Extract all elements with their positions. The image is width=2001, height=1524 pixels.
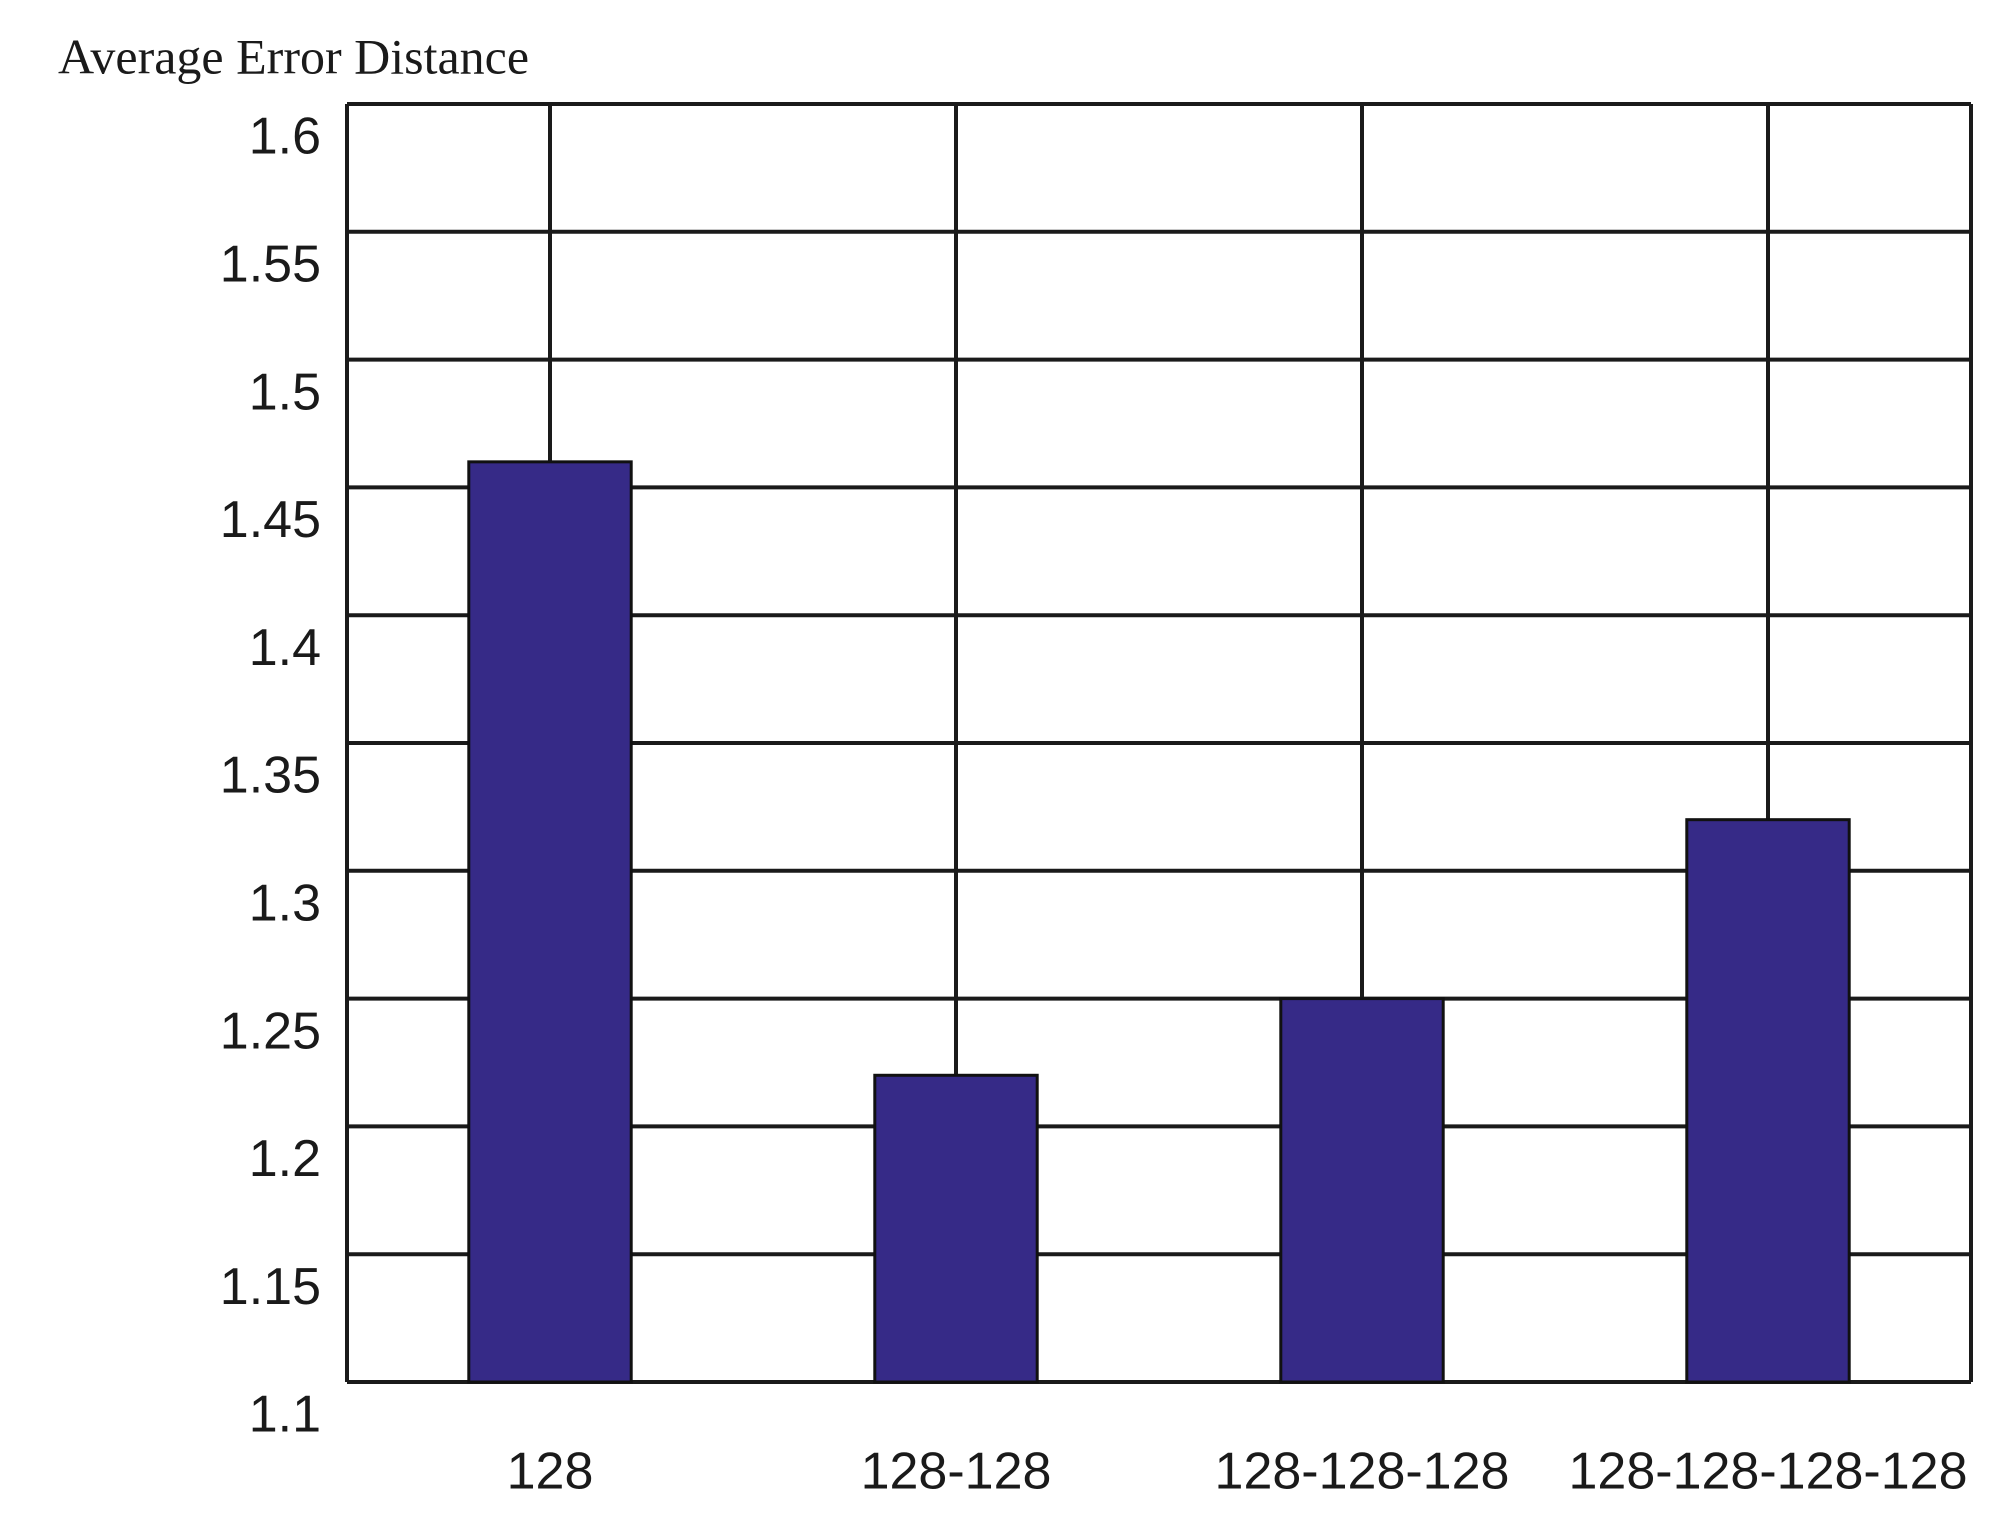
bar [467,460,633,1384]
x-tick-label: 128-128 [861,1443,1052,1501]
y-tick-label: 1.15 [220,1258,321,1316]
y-tick-label: 1.1 [249,1386,321,1444]
y-tick-label: 1.3 [249,875,321,933]
y-tick-label: 1.2 [249,1130,321,1188]
y-tick-label: 1.4 [249,619,321,677]
y-tick-label: 1.25 [220,1002,321,1060]
y-tick-label: 1.5 [249,363,321,421]
x-tick-label: 128-128-128 [1215,1443,1510,1501]
y-tick-label: 1.45 [220,491,321,549]
y-axis-label: Average Error Distance [58,28,529,84]
x-tick-label: 128-128-128-128 [1569,1443,1968,1501]
y-tick-label: 1.35 [220,747,321,805]
bar [1279,997,1445,1384]
y-tick-label: 1.6 [249,108,321,166]
y-tick-label: 1.55 [220,236,321,294]
bar [1685,818,1851,1384]
x-tick-label: 128 [507,1443,594,1501]
bar [873,1073,1039,1384]
